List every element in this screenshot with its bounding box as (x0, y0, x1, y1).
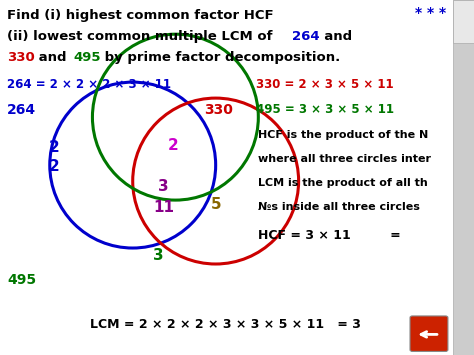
Text: 264 = 2 × 2 × 2 × 3 × 11: 264 = 2 × 2 × 2 × 3 × 11 (7, 78, 171, 91)
Text: 2: 2 (49, 159, 60, 174)
Text: 330: 330 (204, 103, 233, 117)
Text: LCM is the product of all th: LCM is the product of all th (258, 178, 428, 188)
Text: 330: 330 (7, 51, 35, 65)
Text: Find (i) highest common factor HCF: Find (i) highest common factor HCF (7, 9, 274, 22)
Text: 2: 2 (168, 138, 178, 153)
Text: 3: 3 (158, 179, 169, 194)
Text: 495: 495 (73, 51, 101, 65)
Text: LCM = 2 × 2 × 2 × 3 × 3 × 5 × 11   = 3: LCM = 2 × 2 × 2 × 3 × 3 × 5 × 11 = 3 (90, 318, 361, 331)
Text: 495: 495 (7, 273, 36, 287)
Text: HCF is the product of the N: HCF is the product of the N (258, 130, 428, 140)
Text: 2: 2 (49, 140, 60, 155)
Text: and: and (315, 30, 352, 43)
Text: 495 = 3 × 3 × 5 × 11: 495 = 3 × 3 × 5 × 11 (256, 103, 394, 116)
Text: where all three circles inter: where all three circles inter (258, 154, 431, 164)
Text: 264: 264 (292, 30, 319, 43)
Text: by prime factor decomposition.: by prime factor decomposition. (100, 51, 341, 65)
Text: (ii) lowest common multiple LCM of: (ii) lowest common multiple LCM of (7, 30, 282, 43)
Text: HCF = 3 × 11         =: HCF = 3 × 11 = (258, 229, 401, 242)
FancyBboxPatch shape (410, 316, 448, 351)
Text: 5: 5 (210, 197, 221, 212)
Text: * * *: * * * (415, 6, 446, 20)
Text: and: and (34, 51, 71, 65)
Text: 11: 11 (153, 200, 174, 215)
Text: 264: 264 (7, 103, 36, 117)
Text: №s inside all three circles: №s inside all three circles (258, 202, 420, 212)
Bar (453, 0, 474, 355)
Text: 3: 3 (154, 248, 164, 263)
Text: 330 = 2 × 3 × 5 × 11: 330 = 2 × 3 × 5 × 11 (256, 78, 393, 91)
Bar (453, 0, 474, 43)
